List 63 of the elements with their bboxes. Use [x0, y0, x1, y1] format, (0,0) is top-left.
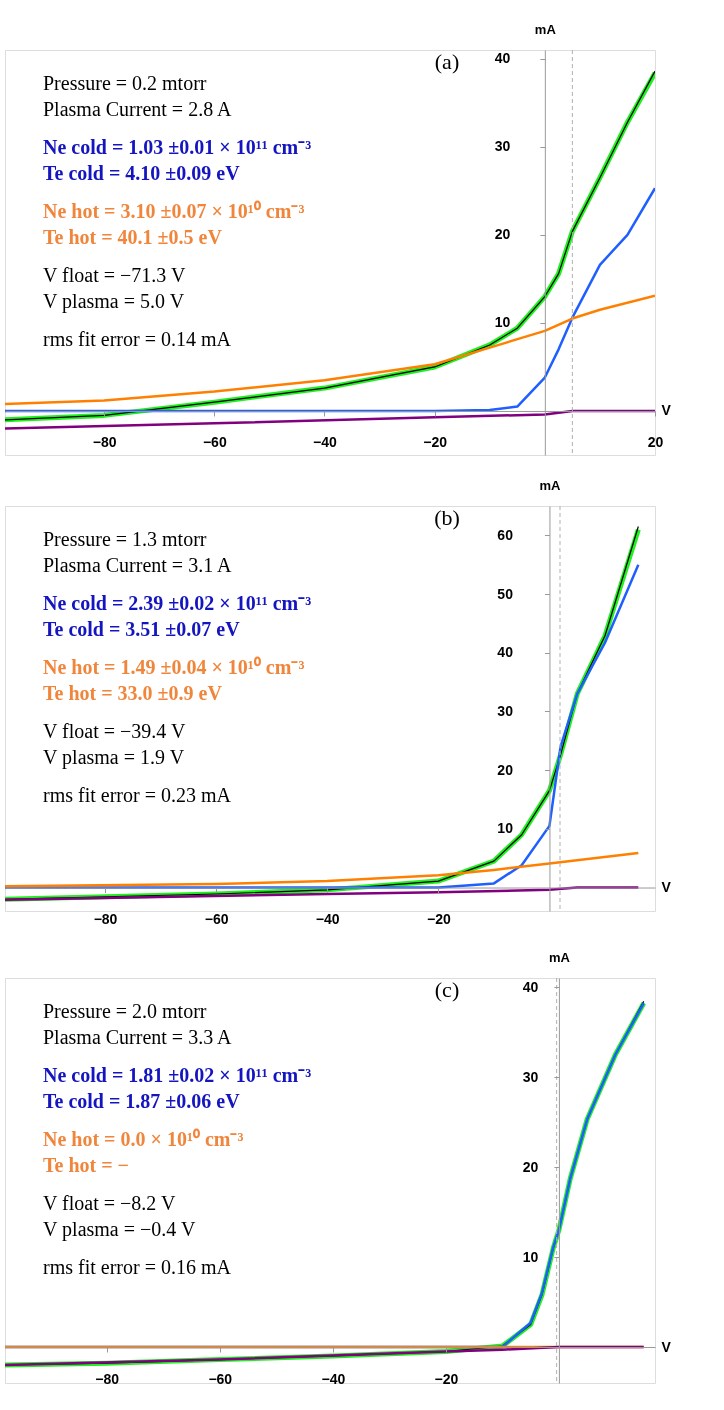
- x-tick-label: −20: [434, 1370, 459, 1387]
- y-tick-label: 40: [494, 50, 511, 67]
- annotation: Te hot = −: [43, 1154, 129, 1176]
- annotation: Plasma Current = 3.3 A: [43, 1026, 233, 1048]
- y-tick-label: 30: [494, 138, 511, 155]
- annotation: V plasma = −0.4 V: [43, 1218, 196, 1241]
- y-tick-label: 30: [522, 1068, 539, 1085]
- x-tick-label: −80: [92, 434, 117, 451]
- annotation: V float = −71.3 V: [43, 264, 186, 286]
- chart-title: (a): [434, 49, 460, 74]
- annotation: Plasma Current = 2.8 A: [43, 98, 233, 120]
- x-tick-label: −40: [313, 434, 338, 451]
- annotation: Ne cold = 1.03 ±0.01 × 10¹¹ cm⁻³: [43, 136, 312, 158]
- y-axis-title: mA: [534, 21, 557, 37]
- x-tick-label: −20: [423, 434, 448, 451]
- annotation: Te hot = 33.0 ±0.9 eV: [43, 682, 223, 704]
- x-tick-label: −60: [208, 1370, 233, 1387]
- x-tick-label: −40: [315, 911, 340, 928]
- annotation: V float = −8.2 V: [43, 1192, 176, 1214]
- annotation: Te cold = 4.10 ±0.09 eV: [43, 162, 241, 184]
- chart-title: (c): [434, 977, 460, 1002]
- x-tick-label: −40: [321, 1370, 346, 1387]
- y-axis-title: mA: [548, 949, 571, 965]
- annotation: V plasma = 1.9 V: [43, 746, 185, 769]
- annotation: Pressure = 2.0 mtorr: [43, 1000, 207, 1022]
- y-tick-label: 20: [497, 761, 514, 778]
- annotation: Plasma Current = 3.1 A: [43, 554, 233, 576]
- y-tick-label: 10: [522, 1248, 539, 1265]
- annotation: Ne hot = 3.10 ±0.07 × 10¹⁰ cm⁻³: [43, 200, 305, 222]
- y-tick-label: 60: [497, 526, 514, 543]
- y-tick-label: 20: [522, 1158, 539, 1175]
- annotation: Pressure = 1.3 mtorr: [43, 528, 207, 550]
- y-tick-label: 20: [494, 226, 511, 243]
- x-axis-title: V: [661, 879, 672, 896]
- annotation: Te cold = 1.87 ±0.06 eV: [43, 1090, 241, 1112]
- x-tick-label: 20: [647, 434, 664, 451]
- x-axis-title: V: [661, 1338, 672, 1355]
- annotation: V float = −39.4 V: [43, 720, 186, 742]
- annotation: Te cold = 3.51 ±0.07 eV: [43, 618, 241, 640]
- annotation: V plasma = 5.0 V: [43, 290, 185, 313]
- x-tick-label: −60: [204, 911, 229, 928]
- annotation: rms fit error = 0.23 mA: [43, 784, 232, 806]
- x-tick-label: −20: [426, 911, 451, 928]
- x-tick-label: −60: [202, 434, 227, 451]
- annotation: Ne cold = 2.39 ±0.02 × 10¹¹ cm⁻³: [43, 592, 312, 614]
- annotation: Te hot = 40.1 ±0.5 eV: [43, 226, 223, 248]
- x-tick-label: −80: [95, 1370, 120, 1387]
- y-tick-label: 10: [494, 314, 511, 331]
- annotation: rms fit error = 0.14 mA: [43, 328, 232, 350]
- x-tick-label: −80: [93, 911, 118, 928]
- annotation: Ne hot = 0.0 × 10¹⁰ cm⁻³: [43, 1128, 244, 1150]
- annotation: Pressure = 0.2 mtorr: [43, 72, 207, 94]
- chart-title: (b): [434, 505, 460, 530]
- y-tick-label: 10: [497, 820, 514, 837]
- y-tick-label: 40: [497, 644, 514, 661]
- annotation: Ne hot = 1.49 ±0.04 × 10¹⁰ cm⁻³: [43, 656, 305, 678]
- y-tick-label: 40: [522, 978, 539, 995]
- y-axis-title: mA: [539, 477, 562, 493]
- y-tick-label: 50: [497, 585, 514, 602]
- annotation: Ne cold = 1.81 ±0.02 × 10¹¹ cm⁻³: [43, 1064, 312, 1086]
- y-tick-label: 30: [497, 702, 514, 719]
- annotation: rms fit error = 0.16 mA: [43, 1256, 232, 1278]
- x-axis-title: V: [661, 402, 672, 419]
